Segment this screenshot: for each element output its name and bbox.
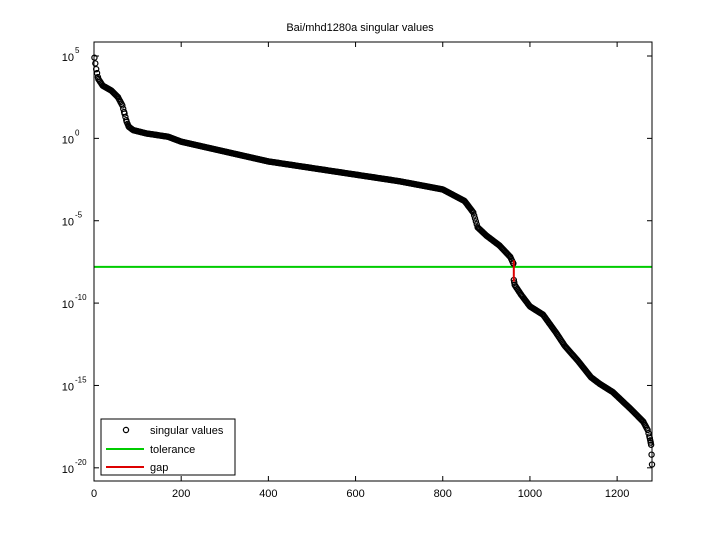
- y-tick-label: 10: [62, 52, 74, 64]
- y-tick-label: 10: [62, 217, 74, 229]
- x-tick-label: 1200: [605, 488, 629, 500]
- x-tick-label: 600: [346, 488, 364, 500]
- chart-title: Bai/mhd1280a singular values: [286, 22, 434, 34]
- plot-data: [91, 54, 656, 468]
- x-tick-label: 200: [172, 488, 190, 500]
- legend-label-gap: gap: [150, 462, 168, 474]
- y-tick-exponent: -5: [75, 211, 83, 220]
- y-tick-exponent: -10: [75, 293, 87, 302]
- y-tick-exponent: -20: [75, 458, 87, 467]
- x-tick-label: 1000: [518, 488, 542, 500]
- y-tick-exponent: 0: [75, 128, 80, 137]
- singular-values-markers: [91, 54, 656, 468]
- y-tick-label: 10: [62, 464, 74, 476]
- x-axis: 0 200 400 600 800 1000 1200: [91, 42, 629, 500]
- x-tick-label: 400: [259, 488, 277, 500]
- plot-frame: [93, 41, 653, 482]
- x-tick-label: 800: [434, 488, 452, 500]
- y-tick-label: 10: [62, 381, 74, 393]
- legend-label-tolerance: tolerance: [150, 444, 195, 456]
- y-tick-label: 10: [62, 134, 74, 146]
- y-tick-label: 10: [62, 299, 74, 311]
- y-tick-exponent: 5: [75, 46, 80, 55]
- y-tick-exponent: -15: [75, 375, 87, 384]
- legend-label-singular-values: singular values: [150, 425, 224, 437]
- legend: singular values tolerance gap: [100, 418, 236, 476]
- legend-circle-icon: [122, 426, 130, 434]
- x-tick-label: 0: [91, 488, 97, 500]
